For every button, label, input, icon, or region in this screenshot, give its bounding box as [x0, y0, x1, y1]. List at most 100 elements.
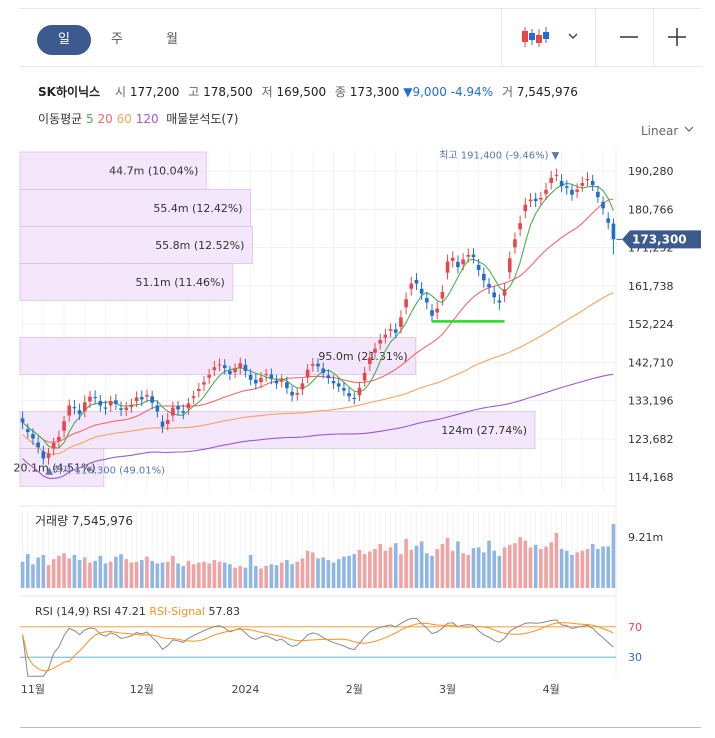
volume-bar	[533, 544, 538, 588]
volume-bar	[352, 554, 357, 588]
volume-bar	[404, 538, 408, 588]
candle	[554, 174, 559, 176]
volume-bar	[160, 562, 165, 588]
volume-profile-label: 51.1m (11.46%)	[136, 276, 225, 289]
candle	[145, 395, 149, 397]
volume-bar	[98, 555, 103, 588]
volume-bar	[228, 564, 232, 588]
candle	[559, 180, 564, 187]
y-tick-label: 123,682	[628, 433, 674, 446]
candle	[435, 308, 440, 313]
x-tick-label: 3월	[439, 683, 456, 696]
volume-bar	[425, 553, 429, 588]
close-value: 173,300	[349, 85, 400, 99]
candle	[378, 339, 383, 344]
scale-toggle[interactable]: Linear	[641, 124, 696, 138]
period-weekly-button[interactable]: 주	[111, 32, 123, 47]
ma60-legend[interactable]: 60	[116, 112, 132, 126]
low-label: 저	[261, 85, 273, 99]
volume-bar	[114, 556, 118, 588]
volume-bar	[430, 555, 434, 588]
volume-bar	[248, 554, 253, 588]
period-daily-button[interactable]: 일	[37, 25, 91, 55]
zoom-in-button[interactable]	[665, 21, 689, 53]
period-monthly-button[interactable]: 월	[166, 32, 178, 47]
candle	[207, 374, 211, 378]
volume-profile-legend[interactable]: 매물분석도(7)	[166, 112, 239, 126]
volume-bar	[331, 562, 336, 588]
volume-bar	[342, 556, 346, 588]
volume-bar	[31, 564, 35, 588]
candle	[596, 191, 600, 198]
volume-bar	[544, 546, 548, 588]
volume-bar	[606, 546, 611, 588]
candle	[476, 265, 481, 270]
candle	[352, 397, 357, 400]
volume-bar	[368, 551, 372, 588]
candle	[212, 367, 217, 371]
candle	[528, 199, 533, 202]
candle	[347, 393, 351, 397]
ma-legend-label: 이동평균	[38, 112, 83, 126]
candle	[124, 407, 129, 410]
volume-bar	[471, 548, 476, 588]
candle	[419, 288, 424, 294]
chart-toolbar: 일 주 월	[20, 9, 701, 67]
candle	[51, 442, 56, 449]
volume-bar	[253, 565, 258, 588]
volume-profile-bar	[19, 262, 234, 301]
volume-bar	[62, 553, 66, 588]
candle	[171, 407, 175, 416]
current-price-tag	[622, 230, 701, 249]
bottom-divider	[20, 727, 701, 728]
volume-value: 7,545,976	[516, 85, 578, 99]
volume-profile-bar	[19, 411, 536, 450]
candle	[409, 283, 414, 289]
ma20-legend[interactable]: 20	[97, 112, 113, 126]
volume-bar	[549, 542, 554, 588]
ma120-legend[interactable]: 120	[135, 112, 159, 126]
toolbar-divider	[501, 9, 502, 66]
candle	[585, 178, 590, 181]
volume-bar	[124, 559, 129, 588]
volume-bar	[269, 564, 274, 588]
volume-bar	[564, 550, 569, 588]
candle	[549, 177, 554, 183]
candle	[93, 397, 97, 399]
candle	[46, 453, 51, 458]
volume-bar	[46, 565, 51, 588]
volume-bar	[238, 565, 243, 588]
chevron-down-icon	[568, 33, 578, 39]
volume-bar	[393, 543, 398, 588]
rsi-signal-line	[22, 622, 614, 672]
candle	[487, 283, 491, 288]
candle	[482, 273, 486, 281]
volume-bar	[186, 560, 191, 588]
candle	[57, 436, 61, 441]
candle	[580, 182, 585, 186]
volume-bar	[67, 558, 72, 588]
rsi-axis-label: 30	[628, 651, 642, 664]
volume-bar	[259, 568, 263, 588]
candle	[114, 400, 118, 404]
ma5-legend[interactable]: 5	[86, 112, 94, 126]
volume-bar	[82, 557, 87, 588]
candle	[196, 388, 201, 392]
high-value: 178,500	[203, 85, 253, 99]
candle	[450, 257, 455, 261]
chart-type-button[interactable]	[517, 21, 597, 53]
x-tick-label: 11월	[21, 683, 45, 696]
zoom-out-button[interactable]	[617, 21, 641, 53]
chart-type-dropdown[interactable]	[564, 21, 584, 53]
candle	[228, 370, 232, 375]
volume-bar	[176, 563, 180, 588]
volume-bar	[77, 560, 82, 588]
ma20-line	[22, 198, 614, 443]
volume-profile-label: 55.8m (12.52%)	[155, 239, 244, 252]
candle	[575, 189, 579, 192]
candle	[388, 329, 393, 331]
open-label: 시	[114, 85, 126, 99]
candle	[36, 442, 40, 448]
rsi-panel-label: RSI (14,9) RSI 47.21 RSI-Signal 57.83	[35, 605, 240, 618]
